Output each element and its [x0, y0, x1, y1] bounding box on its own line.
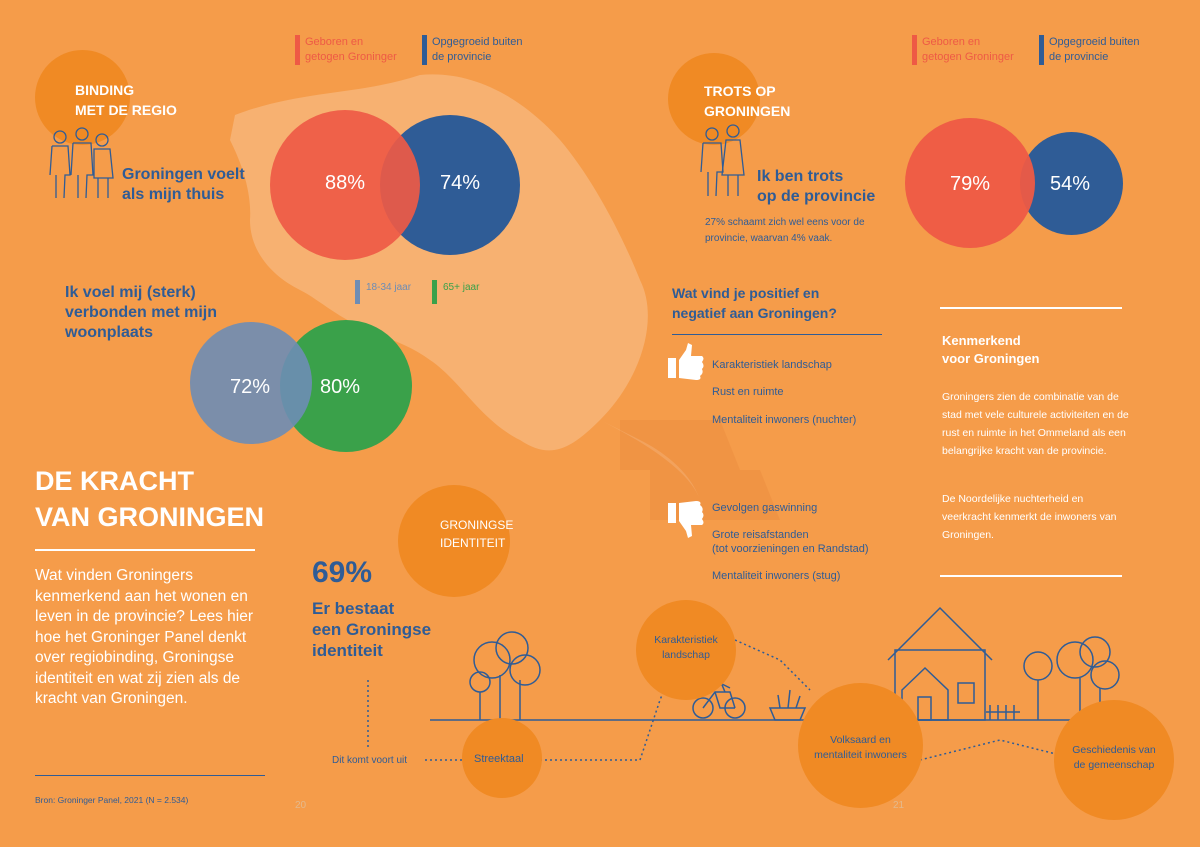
page-number-right: 21 — [893, 800, 905, 811]
legend-born-swatch-right — [912, 35, 917, 65]
streektaal-label: Streektaal — [474, 753, 524, 765]
trots-outside-circle — [1020, 132, 1123, 235]
legend-old-swatch — [432, 280, 437, 304]
kenmerkend-title: Kenmerkend voor Groningen — [942, 333, 1040, 366]
positive-item: Karakteristiek landschap — [712, 359, 832, 371]
geschiedenis-bubble — [1054, 700, 1174, 820]
legend-young-swatch — [355, 280, 360, 304]
source-divider — [35, 775, 265, 776]
positive-item: Rust en ruimte — [712, 386, 784, 398]
legend-outside-swatch-right — [1039, 35, 1044, 65]
volksaard-bubble — [798, 683, 923, 808]
binding-outside-pct: 74% — [439, 172, 481, 194]
negative-item: Gevolgen gaswinning — [712, 502, 818, 514]
landschap-bubble — [636, 600, 736, 700]
woonplaats-statement: Ik voel mij (sterk) verbonden met mijn w… — [65, 284, 218, 341]
streektaal-bubble — [462, 718, 542, 798]
negative-item: Mentaliteit inwoners (stug) — [712, 570, 841, 582]
posneg-divider — [672, 334, 882, 335]
legend-born-label-right: Geboren en getogen Groninger — [922, 36, 1014, 63]
posneg-title: Wat vind je positief en negatief aan Gro… — [672, 285, 837, 321]
identiteit-bubble — [398, 485, 510, 597]
identiteit-statement: Er bestaat een Groningse identiteit — [312, 599, 432, 660]
intro-text: Wat vinden Groningers kenmerkend aan het… — [35, 567, 253, 707]
volksaard-label: Volksaard en mentaliteit inwoners — [814, 734, 907, 761]
binding-born-circle — [270, 110, 420, 260]
legend-old-label: 65+ jaar — [443, 282, 480, 293]
woonplaats-young-pct: 72% — [229, 376, 271, 398]
identiteit-title: GRONINGSE IDENTITEIT — [440, 518, 514, 550]
binding-title: BINDING MET DE REGIO — [75, 82, 177, 118]
title-divider — [35, 549, 255, 551]
trots-born-pct: 79% — [949, 173, 991, 195]
kenmerkend-top-divider — [940, 307, 1122, 309]
kenmerkend-paragraph: De Noordelijke nuchterheid en veerkracht… — [942, 493, 1117, 541]
page-number-left: 20 — [295, 800, 307, 811]
legend-born-label: Geboren en getogen Groninger — [305, 36, 397, 63]
trots-statement: Ik ben trots op de provincie — [757, 168, 876, 205]
identiteit-origin: Dit komt voort uit — [332, 755, 408, 766]
identiteit-pct: 69% — [312, 556, 373, 589]
legend-outside-label-right: Opgegroeid buiten de provincie — [1049, 36, 1140, 63]
woonplaats-old-pct: 80% — [319, 376, 361, 398]
trots-note: 27% schaamt zich wel eens voor de provin… — [705, 217, 865, 244]
trots-title: TROTS OP GRONINGEN — [704, 83, 791, 119]
page-title: DE KRACHT VAN GRONINGEN — [35, 466, 265, 532]
legend-young-label: 18-34 jaar — [366, 282, 412, 293]
positive-item: Mentaliteit inwoners (nuchter) — [712, 414, 857, 426]
source-note: Bron: Groninger Panel, 2021 (N = 2.534) — [35, 795, 189, 805]
kenmerkend-paragraph: Groningers zien de combinatie van de sta… — [942, 391, 1129, 457]
negative-item: Grote reisafstanden (tot voorzieningen e… — [712, 529, 869, 555]
legend-born-swatch — [295, 35, 300, 65]
binding-statement: Groningen voelt als mijn thuis — [122, 166, 245, 203]
binding-born-pct: 88% — [324, 172, 366, 194]
trots-outside-pct: 54% — [1049, 173, 1091, 195]
legend-outside-swatch — [422, 35, 427, 65]
kenmerkend-bottom-divider — [940, 575, 1122, 577]
landschap-label: Karakteristiek landschap — [654, 634, 718, 661]
woonplaats-young-circle — [190, 322, 312, 444]
geschiedenis-label: Geschiedenis van de gemeenschap — [1072, 744, 1156, 771]
legend-outside-label: Opgegroeid buiten de provincie — [432, 36, 523, 63]
trots-born-circle — [905, 118, 1035, 248]
